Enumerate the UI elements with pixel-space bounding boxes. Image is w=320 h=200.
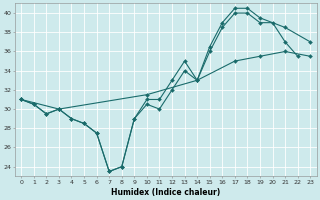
X-axis label: Humidex (Indice chaleur): Humidex (Indice chaleur) [111,188,220,197]
